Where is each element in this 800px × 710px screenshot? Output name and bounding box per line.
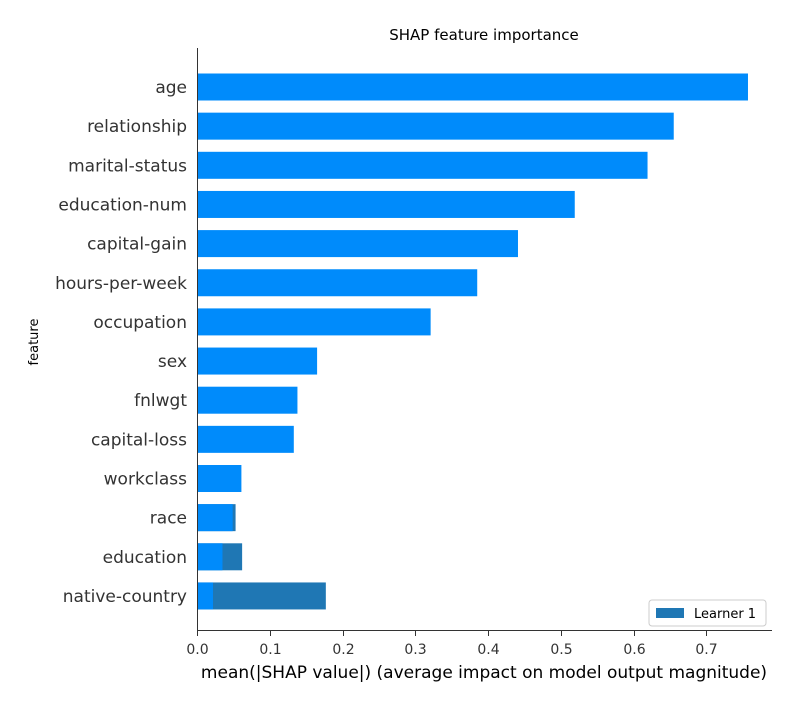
y-axis-label: feature <box>27 319 42 366</box>
chart-title: SHAP feature importance <box>389 26 579 44</box>
x-tick-label: 0.4 <box>477 642 499 658</box>
bar-secondary-native-country <box>197 582 326 610</box>
bar-education-num <box>197 190 575 218</box>
feature-label-occupation: occupation <box>93 313 187 333</box>
feature-labels: age relationship marital-status education-n… <box>55 78 187 607</box>
bar-native-country <box>197 582 214 610</box>
feature-label-marital-status: marital-status <box>68 156 187 176</box>
x-axis-ticks: 0.0 0.1 0.2 0.3 0.4 0.5 0.6 0.7 <box>186 631 718 658</box>
bar-marital-status <box>197 151 648 179</box>
bar-capital-gain <box>197 230 518 258</box>
x-tick-label: 0.2 <box>332 642 354 658</box>
x-axis-label: mean(|SHAP value|) (average impact on mo… <box>201 663 767 683</box>
bar-education <box>197 543 223 571</box>
x-tick-label: 0.6 <box>623 642 645 658</box>
bar-race <box>197 504 233 532</box>
feature-label-race: race <box>150 509 187 529</box>
bar-sex <box>197 347 318 375</box>
x-tick-label: 0.7 <box>695 642 717 658</box>
legend: Learner 1 <box>648 599 767 627</box>
legend-swatch <box>656 608 684 618</box>
legend-label: Learner 1 <box>694 607 756 622</box>
feature-label-fnlwgt: fnlwgt <box>134 391 187 411</box>
bar-workclass <box>197 465 242 492</box>
x-tick-label: 0.1 <box>259 642 281 658</box>
feature-label-capital-gain: capital-gain <box>87 235 187 255</box>
bar-hours-per-week <box>197 269 478 297</box>
feature-label-education-num: education-num <box>58 195 187 215</box>
bar-relationship <box>197 112 674 140</box>
x-tick-label: 0.0 <box>186 642 208 658</box>
feature-label-workclass: workclass <box>104 470 187 490</box>
bar-capital-loss <box>197 425 294 453</box>
legend-box <box>648 599 767 627</box>
feature-label-native-country: native-country <box>63 587 187 607</box>
feature-label-hours-per-week: hours-per-week <box>55 274 187 294</box>
x-tick-label: 0.3 <box>404 642 426 658</box>
feature-label-sex: sex <box>158 352 187 372</box>
feature-label-age: age <box>155 78 187 98</box>
x-tick-label: 0.5 <box>550 642 572 658</box>
bar-occupation <box>197 308 431 336</box>
feature-label-education: education <box>103 548 187 568</box>
feature-label-relationship: relationship <box>87 117 187 137</box>
primary-bars <box>197 73 748 610</box>
bar-age <box>197 73 748 101</box>
feature-label-capital-loss: capital-loss <box>91 430 187 450</box>
bar-fnlwgt <box>197 386 298 414</box>
